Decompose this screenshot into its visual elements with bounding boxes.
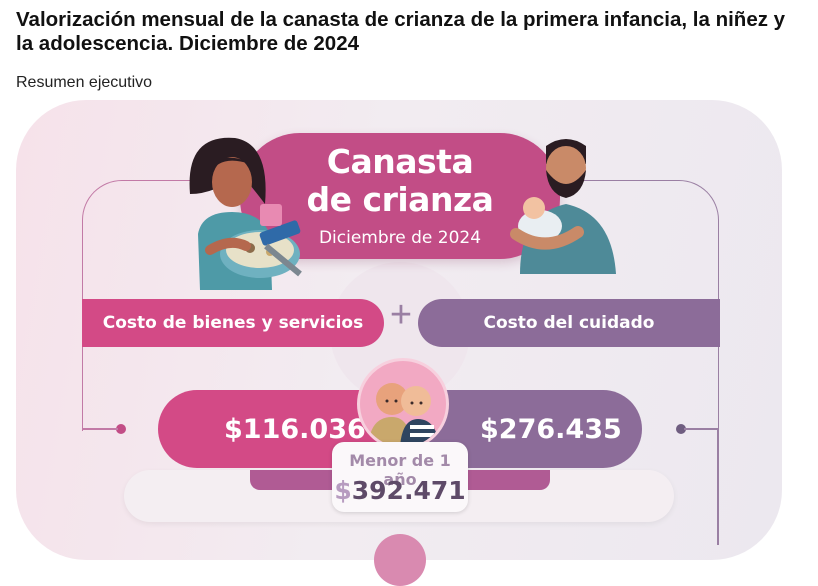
badge-date: Diciembre de 2024	[318, 228, 482, 248]
page-title: Valorización mensual de la canasta de cr…	[16, 8, 786, 55]
care-amount: $276.435	[480, 413, 622, 445]
right-connector-dot	[676, 424, 686, 434]
left-connector-dot	[116, 424, 126, 434]
badge-title-line1: Canasta	[326, 142, 474, 181]
total-amount: $392.471	[332, 476, 468, 505]
canasta-badge	[240, 133, 560, 259]
total-currency-symbol: $	[334, 476, 352, 505]
babies-icon	[368, 383, 440, 447]
age-group-label: Menor de 1 año	[349, 451, 451, 489]
babies-illustration	[357, 358, 449, 450]
next-age-circle	[374, 534, 426, 586]
age-total-tag	[332, 442, 468, 512]
page-subtitle: Resumen ejecutivo	[16, 74, 153, 91]
right-connector-line	[684, 428, 718, 430]
frame-right-lower-line	[717, 428, 719, 545]
goods-services-cost-bar: Costo de bienes y servicios	[82, 299, 384, 347]
badge-title-line2: de crianza	[306, 180, 494, 219]
goods-services-amount: $116.036	[224, 413, 366, 445]
total-amount-number: 392.471	[351, 476, 466, 505]
father-with-baby-illustration	[510, 139, 616, 274]
left-connector-line	[82, 428, 118, 430]
plus-sign: +	[389, 294, 413, 336]
care-cost-bar: Costo del cuidado	[418, 299, 720, 347]
mother-cooking-illustration	[189, 137, 302, 290]
